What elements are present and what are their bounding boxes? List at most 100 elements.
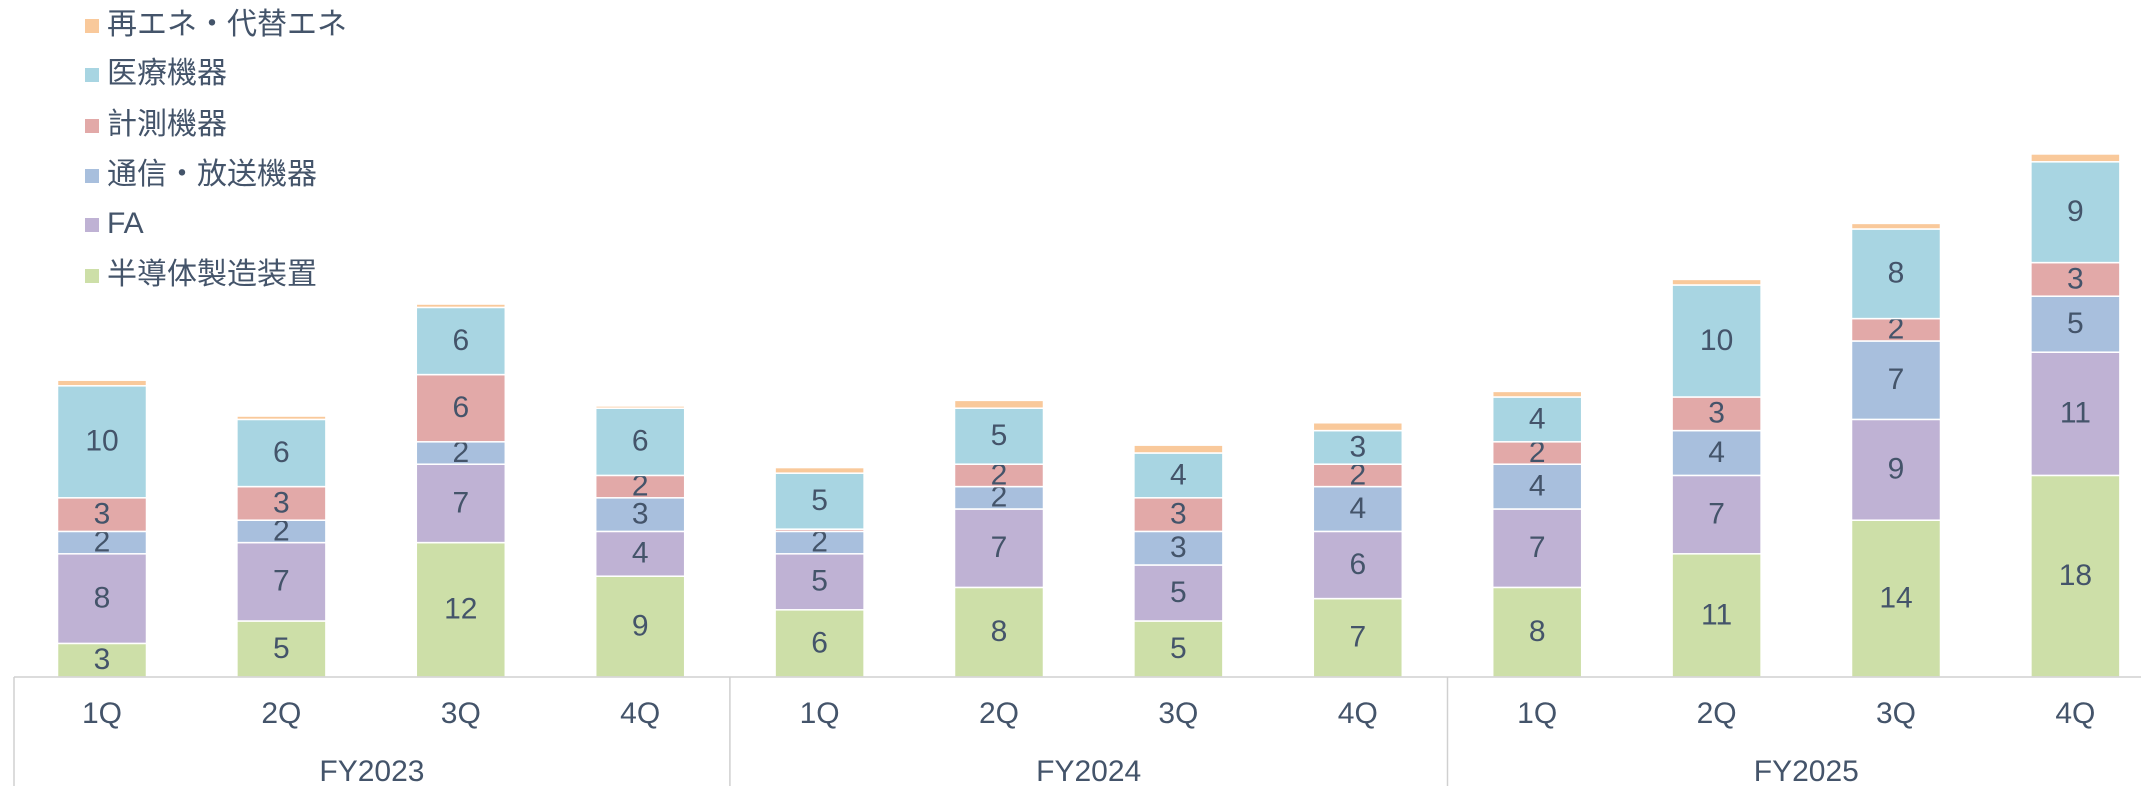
data-label: 4 — [1708, 436, 1725, 469]
x-tick-label: 2Q — [1697, 697, 1737, 730]
bar-segment — [56, 497, 148, 533]
data-label: 3 — [1349, 430, 1366, 463]
data-label: 12 — [444, 593, 477, 626]
legend-label: 再エネ・代替エネ — [107, 8, 347, 41]
data-label: 7 — [273, 565, 290, 598]
data-label: 8 — [991, 615, 1008, 648]
data-label: 5 — [1170, 576, 1187, 609]
bar-segment — [594, 530, 686, 577]
data-label: 14 — [1879, 582, 1912, 615]
bar-segment — [1312, 597, 1404, 678]
bar-segment — [1671, 429, 1762, 477]
bar-segment — [56, 642, 148, 678]
x-tick-label: 1Q — [82, 697, 122, 730]
data-label: 6 — [452, 324, 469, 357]
x-tick-label: 2Q — [261, 697, 301, 730]
group-label: FY2024 — [1036, 755, 1141, 786]
data-label: 3 — [632, 498, 649, 531]
bar-segment — [1133, 497, 1224, 533]
bar-segment — [56, 553, 148, 645]
bar-segment — [415, 306, 507, 376]
bar-segment — [236, 415, 327, 421]
bar-segment — [236, 418, 327, 488]
x-tick-label: 1Q — [1517, 697, 1557, 730]
legend-swatch — [85, 119, 99, 133]
data-label: 5 — [991, 419, 1008, 452]
bar-segment — [1850, 519, 1942, 678]
data-label: 2 — [1349, 458, 1366, 491]
bar-segment — [1133, 564, 1224, 622]
bar-segment — [56, 379, 148, 387]
bar-segment — [774, 466, 865, 474]
data-label: 10 — [1700, 324, 1733, 357]
data-label: 5 — [2067, 307, 2084, 340]
bar-segment — [415, 373, 507, 443]
data-label: 5 — [811, 565, 828, 598]
data-label: 3 — [2067, 262, 2084, 295]
data-label: 3 — [273, 486, 290, 519]
data-label: 8 — [1888, 257, 1905, 290]
legend-label: 通信・放送機器 — [107, 158, 317, 191]
data-label: 8 — [94, 582, 111, 615]
data-label: 2 — [991, 481, 1008, 514]
legend-label: 医療機器 — [107, 57, 227, 90]
bar-segment — [236, 541, 327, 622]
x-tick-label: 4Q — [620, 697, 660, 730]
data-label: 5 — [273, 632, 290, 665]
data-label: 8 — [1529, 615, 1546, 648]
legend-label: FA — [107, 207, 144, 240]
data-label: 9 — [632, 610, 649, 643]
data-label: 4 — [1529, 402, 1546, 435]
bar-segment — [1491, 586, 1583, 678]
data-label: 6 — [452, 391, 469, 424]
bar-segment — [2030, 351, 2121, 477]
data-label: 9 — [2067, 195, 2084, 228]
legend-swatch — [85, 68, 99, 82]
bar-segment — [2030, 474, 2121, 678]
legend-label: 半導体製造装置 — [107, 258, 317, 291]
legend-swatch — [85, 19, 99, 33]
data-label: 6 — [811, 626, 828, 659]
data-label: 2 — [991, 458, 1008, 491]
data-label: 11 — [1701, 598, 1732, 631]
data-label: 2 — [1529, 436, 1546, 469]
data-label: 2 — [273, 514, 290, 547]
bar-segment — [1850, 222, 1942, 230]
data-label: 5 — [811, 484, 828, 517]
bar-segment — [594, 407, 686, 477]
group-label: FY2023 — [319, 755, 424, 786]
data-label: 7 — [1888, 363, 1905, 396]
bar-segment — [774, 472, 865, 530]
data-label: 4 — [1529, 470, 1546, 503]
data-label: 2 — [94, 526, 111, 559]
data-label: 3 — [1708, 397, 1725, 430]
data-label: 2 — [632, 470, 649, 503]
bar-segment — [1312, 429, 1404, 465]
data-label: 4 — [632, 537, 649, 570]
data-label: 6 — [1349, 548, 1366, 581]
x-tick-label: 3Q — [441, 697, 481, 730]
legend-swatch — [85, 169, 99, 183]
bar-segment — [1312, 422, 1404, 432]
data-label: 3 — [94, 643, 111, 676]
legend-label: 計測機器 — [107, 108, 227, 141]
data-label: 18 — [2059, 559, 2092, 592]
bar-segment — [1850, 340, 1942, 421]
data-label: 6 — [273, 436, 290, 469]
x-tick-label: 4Q — [2055, 697, 2095, 730]
bar-segment — [1491, 396, 1583, 443]
x-tick-label: 1Q — [800, 697, 840, 730]
data-label: 2 — [811, 526, 828, 559]
bar-segment — [953, 399, 1045, 409]
data-label: 5 — [1170, 632, 1187, 665]
data-label: 6 — [632, 425, 649, 458]
bar-segment — [1850, 418, 1942, 521]
bar-segment — [1671, 396, 1762, 432]
bar-segment — [2030, 153, 2121, 163]
bar-segment — [953, 508, 1045, 589]
data-label: 7 — [452, 486, 469, 519]
bar-segment — [1312, 530, 1404, 600]
data-label: 3 — [94, 498, 111, 531]
bar-segment — [1671, 278, 1762, 286]
